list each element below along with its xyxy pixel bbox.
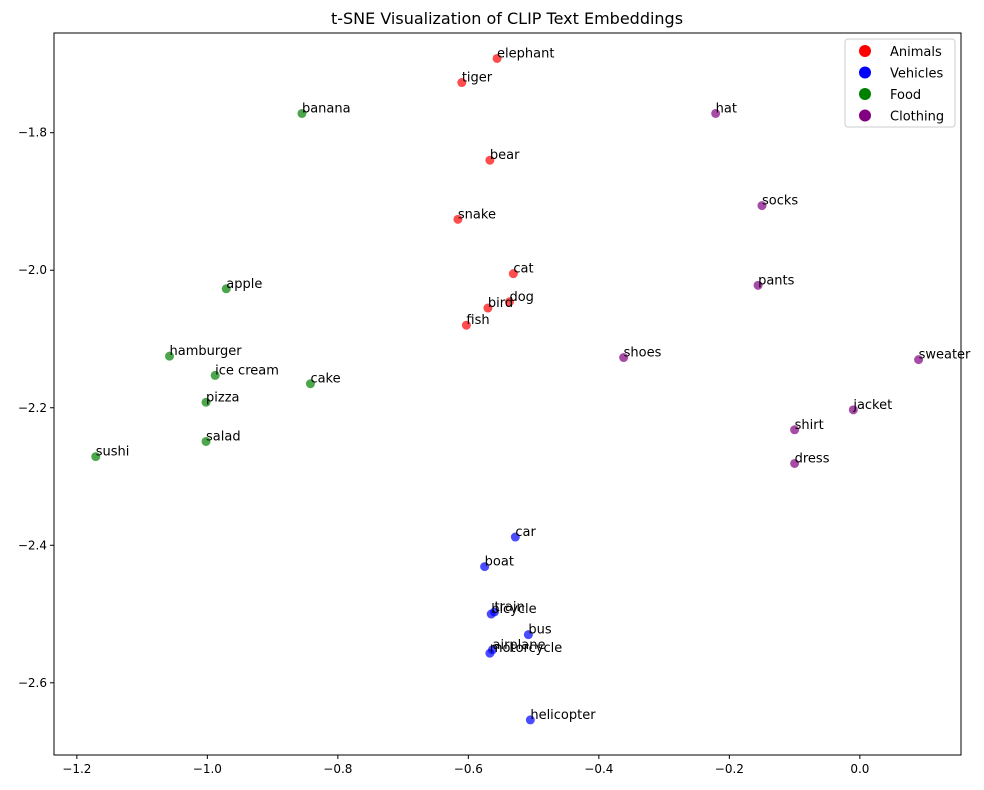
point-jacket [848,405,858,415]
point-label: hat [716,101,737,116]
point-label: motorcycle [490,641,562,656]
legend-marker-clothing [859,109,871,122]
legend-label-animals: Animals [890,45,942,60]
y-tick-label: −1.8 [18,126,47,140]
point-label: bird [488,296,513,311]
legend-marker-food [859,88,871,100]
y-tick-label: −2.6 [18,676,47,690]
point-label: cake [310,372,340,387]
y-tick-label: −2.4 [18,538,47,552]
point-label: tiger [462,71,493,86]
point-cat [508,269,518,279]
x-tick-label: −0.4 [584,762,613,776]
point-cake [305,379,315,389]
point-label: bus [528,623,551,638]
point-bear [485,155,495,165]
legend-label-vehicles: Vehicles [890,67,943,82]
x-tick-label: −1.2 [62,762,91,776]
point-label: train [494,600,524,615]
x-tick-label: −0.2 [715,762,744,776]
point-label: snake [458,207,496,222]
point-bicycle [486,609,496,619]
point-label: bicycle [491,602,536,617]
point-banana [297,108,307,118]
point-ice-cream [210,370,220,380]
x-tick-label: 0.0 [850,762,869,776]
point-label: apple [226,277,262,292]
point-label: pants [758,273,795,288]
point-label: banana [302,101,351,116]
point-dress [790,458,800,468]
point-dog [504,297,514,307]
x-tick-label: −0.8 [323,762,352,776]
point-label: shirt [795,418,824,433]
point-label: bear [490,148,520,163]
point-salad [201,436,211,446]
point-label: ice cream [215,363,279,378]
point-socks [757,201,767,211]
point-label: fish [466,313,489,328]
point-pants [753,280,763,290]
point-hat [711,108,721,118]
point-label: hamburger [170,344,243,359]
point-label: car [515,525,536,540]
point-label: socks [762,194,798,209]
point-label: dress [795,451,830,466]
point-bird [483,303,493,313]
point-apple [221,284,231,294]
legend-marker-vehicles [859,66,871,79]
point-fish [461,320,471,330]
y-tick-label: −2.0 [18,263,47,277]
y-tick-label: −2.2 [18,401,47,415]
legend-marker-animals [859,45,871,57]
point-label: jacket [852,398,892,413]
series-food: banana apple hamburger ice cream cake pizza sa… [91,101,351,462]
point-boat [480,562,490,572]
legend-label-clothing: Clothing [890,110,944,125]
legend-label-food: Food [890,88,921,103]
axes-frame [53,32,962,756]
point-label: salad [206,429,241,444]
legend-box [844,38,956,128]
point-label: sweater [919,348,971,363]
x-tick-label: −1.0 [193,762,222,776]
plot-area: elephanttigerbearsnakecatdogbirdfishcarb… [91,46,971,725]
point-sushi [91,452,101,462]
point-pizza [201,397,211,407]
point-label: elephant [497,46,554,61]
point-label: sushi [96,445,130,460]
point-label: dog [509,290,533,305]
point-label: airplane [492,638,545,653]
point-car [510,532,520,542]
legend: Animals Vehicles Food Clothing [844,38,956,128]
point-label: pizza [206,390,239,405]
point-motorcycle [485,648,495,658]
point-shirt [790,425,800,435]
point-label: boat [485,555,514,570]
x-tick-label: −0.6 [454,762,483,776]
point-elephant [492,53,502,63]
point-shoes [619,353,629,363]
point-snake [453,214,463,224]
series-clothing: hat socks pants shoes sweater jacket shirt dres… [619,101,971,468]
axes: −1.2 −1.0 −0.8 −0.6 −0.4 −0.2 0.0 −2.6 −2.4 −2.2 −… [18,32,962,776]
point-bus [523,630,533,640]
point-tiger [457,78,467,88]
point-label: helicopter [530,708,596,723]
point-sweater [914,355,924,365]
point-helicopter [525,715,535,725]
chart-title: t-SNE Visualization of CLIP Text Embeddi… [331,9,683,28]
point-label: cat [513,262,533,277]
point-hamburger [165,351,174,361]
point-label: shoes [624,346,662,361]
